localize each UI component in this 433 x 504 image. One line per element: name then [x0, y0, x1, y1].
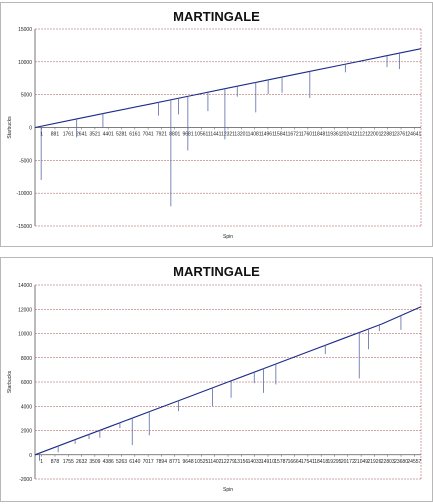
chart2-x-tick-label: 7017 — [143, 459, 154, 465]
chart1-x-tick-label: 14961 — [261, 132, 275, 138]
chart2-x-tick-label: 23680 — [394, 459, 408, 465]
chart-panel-2: MARTINGALE 14000 12000 10000 8000 6000 4000 20… — [0, 257, 433, 502]
chart2-x-tick-label: 7894 — [156, 459, 167, 465]
chart1-x-tick-label: 18481 — [314, 132, 328, 138]
chart1-x-tick-label: 23761 — [394, 132, 408, 138]
chart1-x-tick-label: 7921 — [156, 132, 167, 138]
chart2-y-tick-label: 14000 — [18, 283, 32, 289]
chart2-x-tick-label: 22803 — [381, 459, 395, 465]
chart2-x-tick-label: 3509 — [89, 459, 100, 465]
chart2-x-tick-label: 9648 — [183, 459, 194, 465]
chart2-x-tick-label: 1 — [40, 459, 43, 465]
chart1-x-tick-label: 13201 — [234, 132, 248, 138]
chart1-x-tick-label: 881 — [51, 132, 60, 138]
chart2-y-tick-label: 8000 — [21, 356, 32, 362]
chart1-x-tick-label: 22001 — [367, 132, 381, 138]
chart2-x-tick-label: 8771 — [169, 459, 180, 465]
chart2-x-tick-label: 11402 — [208, 459, 222, 465]
chart2-x-tick-label: 21926 — [367, 459, 381, 465]
chart1-y-axis-title: Starbucks — [7, 116, 13, 139]
chart2-series-line — [34, 306, 422, 456]
chart2-y-tick-label: 0 — [29, 453, 32, 459]
chart-panel-1: MARTINGALE 15000 10000 5000 0 -5000 -10000 -15… — [0, 2, 433, 247]
chart1-x-tick-label: 8801 — [169, 132, 180, 138]
chart1-y-tick-label: -10000 — [16, 191, 32, 197]
chart2-x-tick-label: 24557 — [407, 459, 421, 465]
chart1-y-tick-label: 0 — [29, 126, 32, 132]
chart2-x-tick-label: 4386 — [103, 459, 114, 465]
chart2-x-tick-label: 13156 — [234, 459, 248, 465]
chart1-x-tick-label: 22881 — [381, 132, 395, 138]
chart2-x-tick-label: 14033 — [248, 459, 262, 465]
chart1-x-tick-label: 19361 — [328, 132, 342, 138]
chart2-y-tick-label: 6000 — [21, 380, 32, 386]
chart2-y-tick-label: 2000 — [21, 429, 32, 435]
chart2-y-tick-label: 4000 — [21, 404, 32, 410]
chart2-x-tick-label: 20172 — [341, 459, 355, 465]
chart1-x-tick-label: 17601 — [301, 132, 315, 138]
chart2-x-tick-label: 6140 — [129, 459, 140, 465]
chart1-x-tick-label: 15841 — [274, 132, 288, 138]
chart1-y-tick-label: 15000 — [18, 27, 32, 33]
chart1-x-tick-label: 11441 — [208, 132, 222, 138]
chart2-x-tick-label: 878 — [51, 459, 60, 465]
chart1-y-tick-label: 5000 — [21, 93, 32, 99]
chart2-x-tick-label: 21049 — [354, 459, 368, 465]
chart1-y-tick-label: -5000 — [19, 158, 32, 164]
chart2-y-tick-label: -2000 — [19, 477, 32, 483]
chart-title-2: MARTINGALE — [173, 264, 260, 279]
chart1-series-line — [34, 48, 422, 129]
chart2-y-tick-label: 10000 — [18, 332, 32, 338]
chart1-x-tick-label: 12321 — [221, 132, 235, 138]
chart2-x-tick-label: 2632 — [76, 459, 87, 465]
chart1-y-tick-label: -15000 — [16, 224, 32, 230]
chart2-x-axis-title: Spin — [223, 487, 233, 493]
chart1-x-tick-label: 7041 — [143, 132, 154, 138]
chart2-x-tick-label: 17541 — [301, 459, 315, 465]
chart2-x-tick-label: 1755 — [63, 459, 74, 465]
chart1-x-tick-label: 10561 — [194, 132, 208, 138]
chart1-x-tick-label: 21121 — [354, 132, 368, 138]
chart1-x-tick-label: 2641 — [76, 132, 87, 138]
chart1-x-tick-label: 5281 — [116, 132, 127, 138]
chart2-x-tick-label: 16664 — [288, 459, 302, 465]
chart-svg-1: 15000 10000 5000 0 -5000 -10000 -15000 1 881 1761… — [7, 27, 422, 240]
chart2-y-axis-title: Starbucks — [7, 370, 13, 393]
chart-svg-2: 14000 12000 10000 8000 6000 4000 2000 0 -2000 1 87… — [7, 283, 422, 493]
chart-title-1: MARTINGALE — [173, 9, 260, 24]
chart1-x-axis-title: Spin — [223, 234, 233, 240]
chart1-x-tick-label: 4401 — [103, 132, 114, 138]
chart1-x-tick-label: 16721 — [288, 132, 302, 138]
chart2-x-tick-label: 5263 — [116, 459, 127, 465]
chart1-x-tick-label: 6161 — [129, 132, 140, 138]
chart2-x-tick-label: 10525 — [194, 459, 208, 465]
chart1-x-tick-label: 14081 — [248, 132, 262, 138]
chart1-y-tick-label: 10000 — [18, 60, 32, 66]
chart1-x-tick-label: 24641 — [407, 132, 421, 138]
chart1-x-tick-label: 1761 — [63, 132, 74, 138]
chart1-x-tick-label: 1 — [40, 132, 43, 138]
chart1-x-tick-label: 3521 — [89, 132, 100, 138]
chart2-x-tick-label: 19295 — [328, 459, 342, 465]
chart2-x-tick-label: 15787 — [274, 459, 288, 465]
chart1-x-tick-label: 20241 — [341, 132, 355, 138]
chart2-y-tick-label: 12000 — [18, 307, 32, 313]
chart2-x-tick-label: 14910 — [261, 459, 275, 465]
chart2-x-tick-label: 18418 — [314, 459, 328, 465]
chart2-x-tick-label: 12279 — [221, 459, 235, 465]
